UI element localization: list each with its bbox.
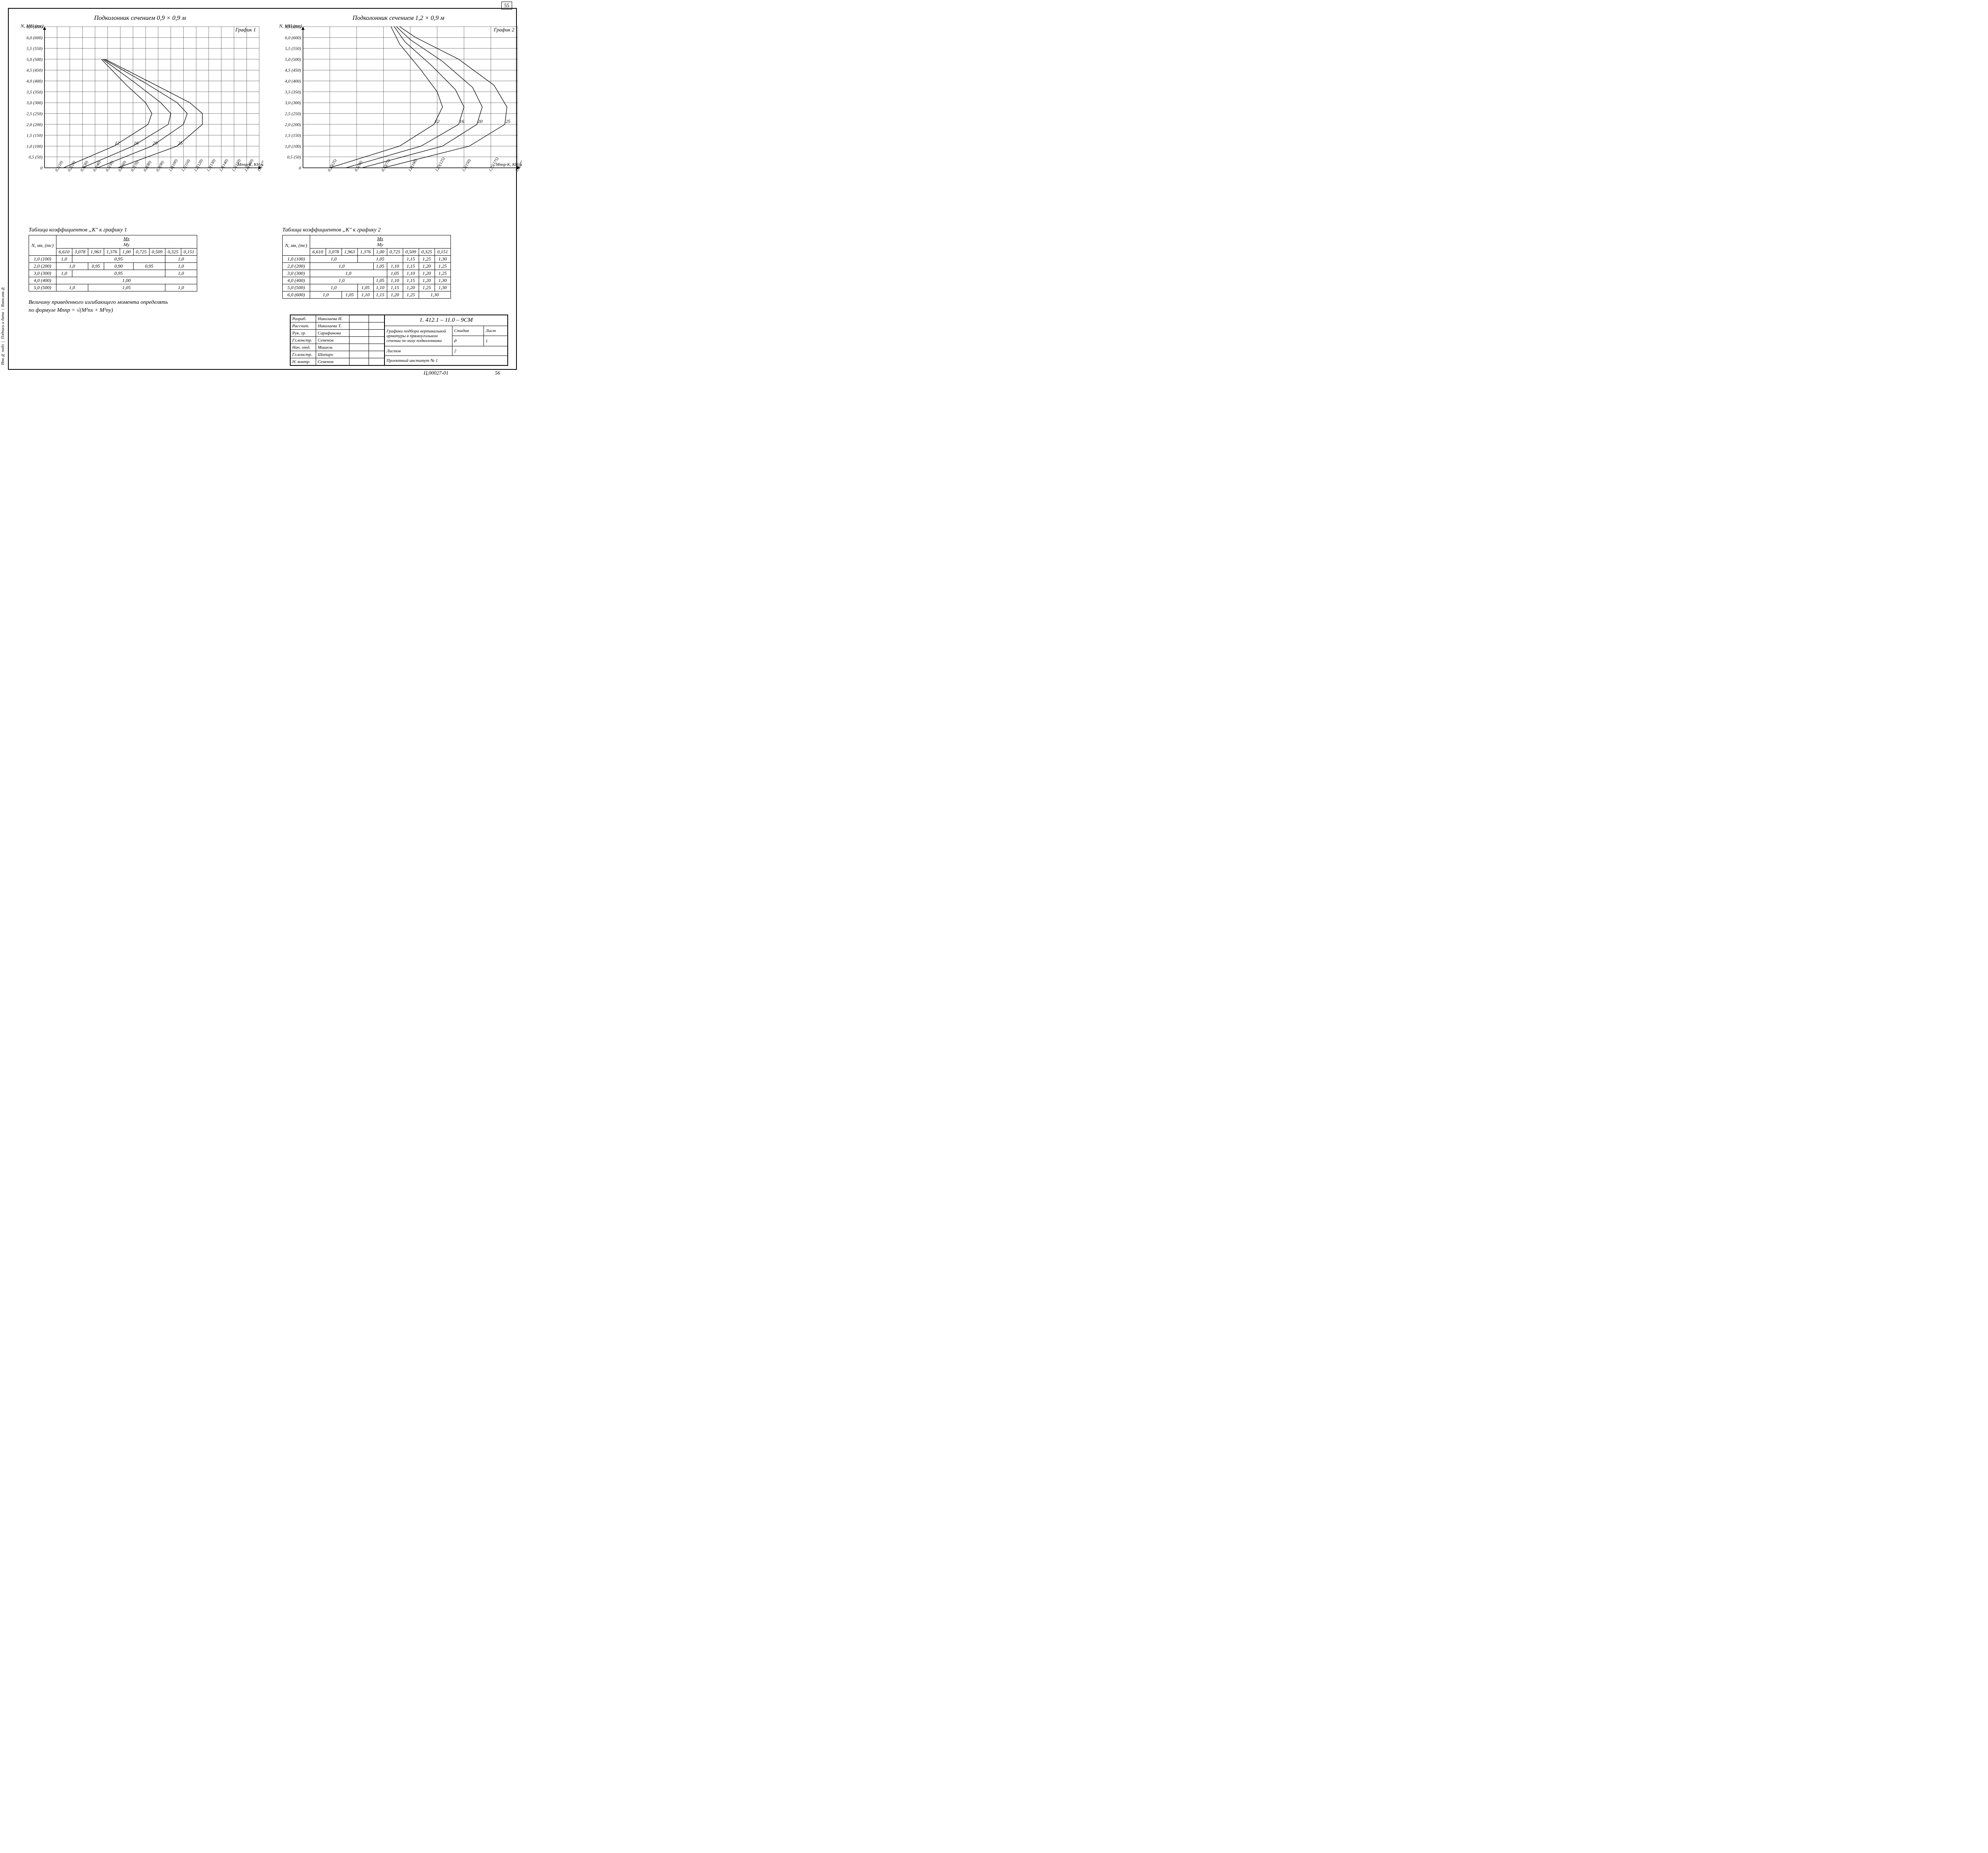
svg-text:12: 12: [115, 140, 120, 146]
title-block-signatures: Разраб.Николаева И.Рассчит.Николаева Т.Р…: [290, 315, 384, 365]
svg-text:1,2(120): 1,2(120): [193, 158, 204, 173]
svg-text:0,5(50): 0,5(50): [354, 160, 363, 172]
svg-text:25: 25: [178, 140, 183, 146]
svg-text:1,1(110): 1,1(110): [181, 158, 191, 172]
chart-2-block: Подколонник сечением 1,2 × 0,9 м 0 0,5 (5…: [275, 13, 522, 204]
title-block: Разраб.Николаева И.Рассчит.Николаева Т.Р…: [290, 315, 508, 366]
svg-text:2,0 (200): 2,0 (200): [27, 122, 43, 127]
svg-text:1,5 (150): 1,5 (150): [27, 133, 43, 138]
svg-text:4,0 (400): 4,0 (400): [285, 79, 301, 84]
svg-text:0,1(10): 0,1(10): [54, 160, 64, 172]
svg-text:1,25(125): 1,25(125): [435, 157, 446, 173]
svg-text:4,5 (450): 4,5 (450): [27, 68, 43, 73]
svg-text:5,0 (500): 5,0 (500): [285, 57, 301, 62]
chart-2-svg: 0 0,5 (50) 1,0 (100) 1,5 (150) 2,0 (200) 2,5 …: [275, 23, 522, 190]
svg-text:0,8(80): 0,8(80): [143, 160, 152, 172]
svg-text:N, МН (тс): N, МН (тс): [20, 23, 44, 29]
svg-text:1,3(130): 1,3(130): [206, 158, 217, 173]
chart-1-title: Подколонник сечением 0,9 × 0,9 м: [17, 15, 263, 22]
svg-text:0,25(25): 0,25(25): [327, 158, 338, 173]
drawing-sheet: 55 Инв.№ подл | Подпись и дата | Взам.ин…: [8, 8, 517, 370]
org-name: Проектный институт № 1: [385, 356, 508, 365]
svg-text:5,0 (500): 5,0 (500): [27, 57, 43, 62]
svg-text:0,2(20): 0,2(20): [67, 160, 77, 172]
bottom-code-left: Ц,00027-01: [424, 370, 448, 376]
svg-text:0,7(70): 0,7(70): [130, 160, 140, 172]
svg-text:0,9(90): 0,9(90): [155, 160, 165, 172]
svg-text:1,4(140): 1,4(140): [219, 158, 229, 173]
svg-text:1,0(100): 1,0(100): [168, 158, 179, 173]
svg-text:25: 25: [506, 118, 511, 124]
svg-text:2,5 (250): 2,5 (250): [285, 111, 301, 116]
svg-text:20: 20: [153, 140, 157, 146]
svg-text:1,5 (150): 1,5 (150): [285, 133, 301, 138]
svg-text:3,0 (300): 3,0 (300): [285, 101, 301, 105]
svg-text:2,5 (250): 2,5 (250): [27, 111, 43, 116]
svg-text:Мппр·К, КН·м(тсм): Мппр·К, КН·м(тсм): [495, 162, 522, 167]
svg-text:0,3(30): 0,3(30): [80, 160, 89, 172]
chart-1-block: Подколонник сечением 0,9 × 0,9 м 0 0,5 (5…: [17, 13, 263, 204]
svg-text:График 2: График 2: [493, 27, 514, 33]
chart-1-svg: 0 0,5 (50) 1,0 (100) 1,5 (150) 2,0 (200) 2,5 …: [17, 23, 263, 190]
svg-text:1,0 (100): 1,0 (100): [27, 144, 43, 149]
table-1-block: Таблица коэффициентов „К" к графику 1 N,…: [17, 225, 254, 314]
svg-text:4,5 (450): 4,5 (450): [285, 68, 301, 73]
svg-text:N, МН (тс): N, МН (тс): [279, 23, 302, 29]
svg-text:3,5 (350): 3,5 (350): [26, 90, 43, 95]
svg-text:6,0 (600): 6,0 (600): [285, 35, 301, 40]
side-binding-labels: Инв.№ подл | Подпись и дата | Взам.инв.№: [1, 286, 5, 365]
svg-text:12: 12: [435, 118, 439, 124]
svg-text:График 1: График 1: [235, 27, 256, 33]
svg-text:1,5(150): 1,5(150): [461, 158, 472, 173]
svg-text:5,5 (550): 5,5 (550): [285, 47, 301, 51]
coef-table-2: N, мн, (тс)MxMy6,6103,0781,9631,3761,000…: [282, 235, 451, 299]
svg-text:6,0 (600): 6,0 (600): [27, 35, 43, 40]
doc-description: Графики подбора вертикальной арматуры в …: [385, 326, 452, 346]
svg-text:0,5 (50): 0,5 (50): [29, 155, 43, 160]
svg-text:3,0 (300): 3,0 (300): [26, 101, 43, 105]
svg-text:4,0 (400): 4,0 (400): [27, 79, 43, 84]
svg-text:1,0 (100): 1,0 (100): [285, 144, 301, 149]
table-1-caption: Таблица коэффициентов „К" к графику 1: [29, 227, 254, 233]
title-block-main: 1. 412.1 – 11.0 – 9СМ Графики подбора ве…: [384, 315, 508, 365]
svg-text:Мппр·К, КН·м(тсм): Мппр·К, КН·м(тсм): [237, 162, 263, 167]
svg-text:16: 16: [460, 118, 464, 124]
svg-text:0,5 (50): 0,5 (50): [287, 155, 301, 160]
formula-note: Величину приведенного изгибающего момент…: [29, 299, 254, 314]
svg-text:3,5 (350): 3,5 (350): [285, 90, 301, 95]
chart-2-title: Подколонник сечением 1,2 × 0,9 м: [275, 15, 522, 22]
table-2-caption: Таблица коэффициентов „К" к графику 2: [282, 227, 508, 233]
svg-text:0: 0: [299, 166, 301, 171]
svg-text:20: 20: [478, 118, 482, 124]
doc-number: 1. 412.1 – 11.0 – 9СМ: [385, 315, 508, 326]
svg-text:0,4(40): 0,4(40): [92, 160, 102, 172]
svg-text:16: 16: [134, 140, 138, 146]
svg-text:2,0 (200): 2,0 (200): [285, 122, 301, 127]
coef-table-1: N, мн, (тс)MxMy6,6103,0781,9631,3761,000…: [29, 235, 197, 291]
bottom-code-right: 56: [495, 370, 500, 376]
svg-text:5,5 (550): 5,5 (550): [27, 47, 43, 51]
table-2-block: Таблица коэффициентов „К" к графику 2 N,…: [270, 225, 508, 314]
page-corner-number: 55: [501, 2, 512, 10]
svg-text:0: 0: [41, 166, 43, 171]
